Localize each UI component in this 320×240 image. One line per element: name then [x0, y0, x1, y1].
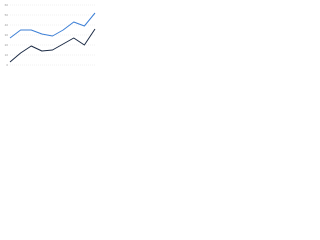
- line-series: [9, 12, 96, 39]
- y-tick-label: 10: [5, 53, 9, 57]
- y-tick-label: 20: [5, 43, 9, 47]
- chart: 0 10 20 30 40 50 60: [5, 3, 96, 67]
- y-tick-label: 50: [5, 13, 9, 17]
- y-tick-label: 40: [5, 23, 9, 27]
- y-tick-label: 0: [6, 63, 8, 67]
- y-tick-label: 60: [5, 3, 9, 7]
- line-series: [9, 28, 96, 63]
- y-tick-label: 30: [5, 33, 9, 37]
